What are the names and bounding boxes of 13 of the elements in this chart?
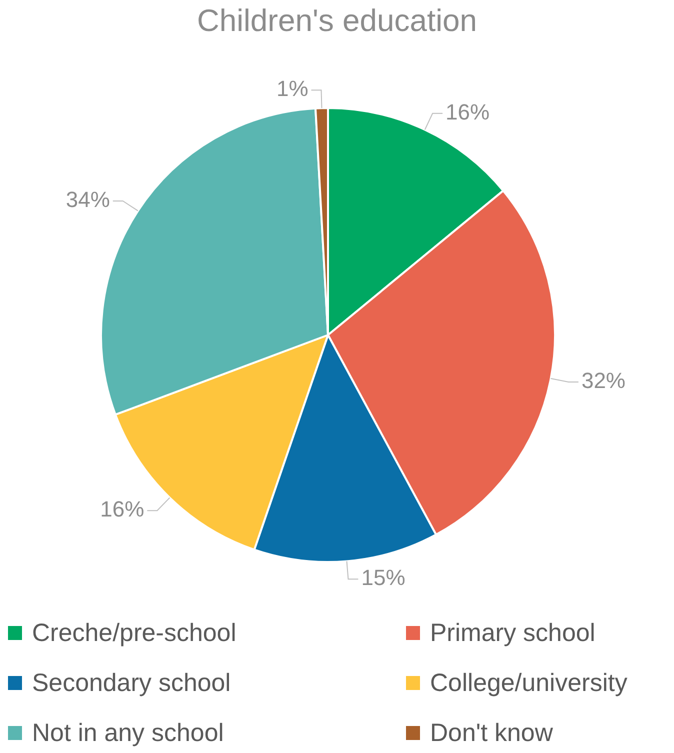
legend-label: Primary school <box>430 618 596 649</box>
data-label: 1% <box>276 76 308 102</box>
legend-label: Creche/pre-school <box>32 618 236 649</box>
legend-label: Secondary school <box>32 668 231 699</box>
data-label: 15% <box>361 565 406 590</box>
data-label: 34% <box>66 187 110 212</box>
legend-label: Don't know <box>430 718 553 749</box>
chart-title: Children's education <box>196 2 478 40</box>
data-label: 16% <box>446 99 490 124</box>
data-label: 16% <box>100 496 144 522</box>
data-label: 32% <box>581 368 626 394</box>
legend-label: Not in any school <box>32 718 224 749</box>
legend-label: College/university <box>430 668 628 699</box>
